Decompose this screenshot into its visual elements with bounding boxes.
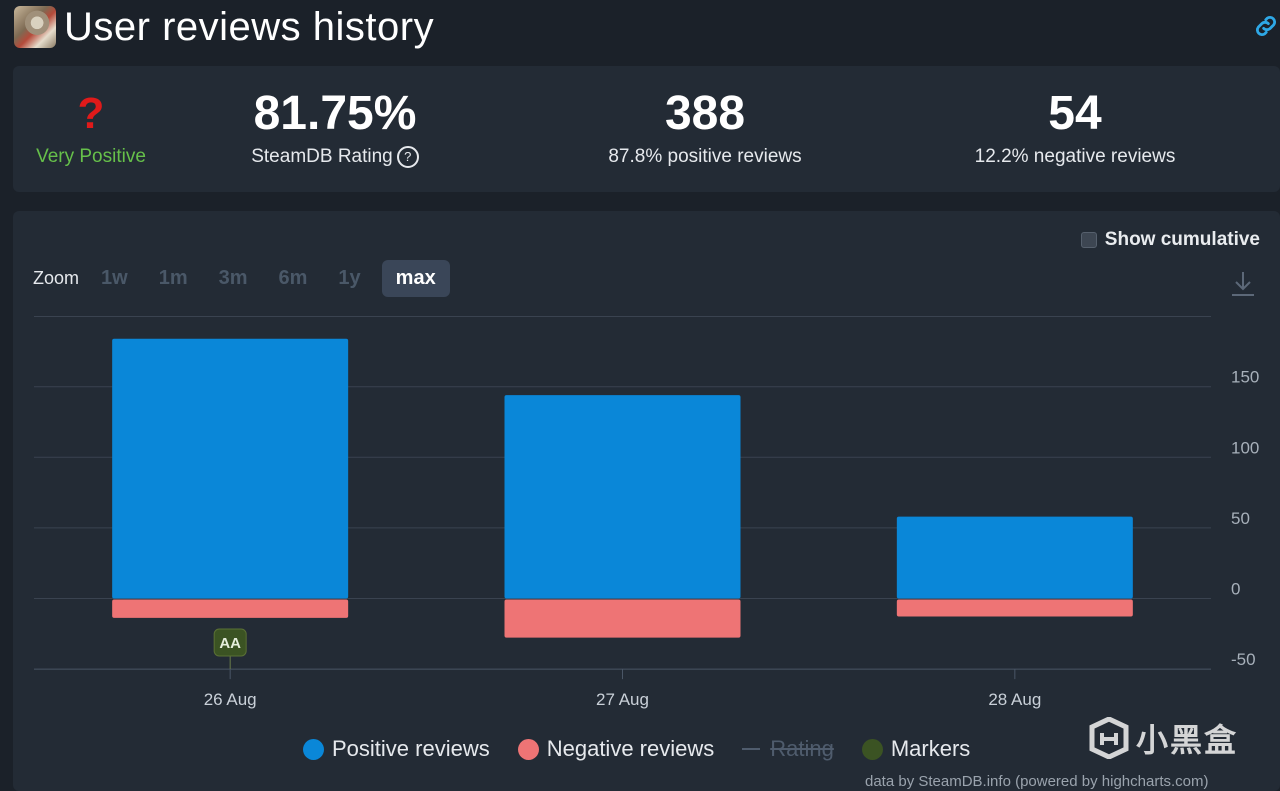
legend-rating[interactable]: Rating bbox=[742, 736, 834, 762]
question-mark-icon: ? bbox=[77, 89, 105, 138]
chart-card: Show cumulative Zoom 1w 1m 3m 6m 1y max … bbox=[13, 211, 1280, 791]
zoom-label: Zoom bbox=[33, 267, 80, 288]
negative-bar bbox=[504, 599, 741, 638]
legend-markers-label: Markers bbox=[890, 736, 971, 761]
marker-badge bbox=[213, 628, 247, 657]
y-tick-label: -50 bbox=[1231, 650, 1256, 669]
negative-bar bbox=[112, 599, 349, 618]
positive-bar bbox=[504, 395, 741, 599]
download-icon[interactable] bbox=[1230, 269, 1256, 299]
y-tick-label: 50 bbox=[1231, 509, 1250, 528]
positive-count: 388 bbox=[664, 87, 746, 140]
reviews-chart: 150 100 50 0 -50 26 Aug AA 27 Aug 28 Aug bbox=[34, 316, 1259, 709]
watermark-text: 小黑盒 bbox=[1136, 722, 1239, 758]
zoom-6m-button[interactable]: 6m bbox=[278, 266, 308, 289]
legend-positive-label: Positive reviews bbox=[332, 736, 490, 761]
help-icon[interactable]: ? bbox=[396, 146, 419, 168]
zoom-1m-button[interactable]: 1m bbox=[158, 266, 188, 289]
page-title: User reviews history bbox=[64, 4, 435, 49]
positive-bar bbox=[896, 516, 1133, 599]
y-tick-label: 150 bbox=[1231, 368, 1259, 387]
summary-card: ? Very Positive 81.75% SteamDB Rating? 3… bbox=[13, 66, 1280, 192]
link-icon[interactable] bbox=[1252, 12, 1280, 40]
negative-dot-icon bbox=[517, 738, 539, 760]
heybox-logo-icon bbox=[1089, 717, 1129, 759]
legend-negative[interactable]: Negative reviews bbox=[517, 736, 715, 762]
legend-positive[interactable]: Positive reviews bbox=[303, 736, 490, 762]
negative-count: 54 bbox=[1048, 87, 1102, 140]
rating-line-icon bbox=[742, 748, 761, 750]
score-label: SteamDB Rating bbox=[251, 146, 393, 167]
y-tick-label: 100 bbox=[1231, 438, 1259, 457]
chart-credits[interactable]: data by SteamDB.info (powered by highcha… bbox=[865, 773, 1209, 790]
positive-stat: 388 87.8% positive reviews bbox=[585, 88, 825, 168]
positive-label: 87.8% positive reviews bbox=[608, 146, 802, 167]
legend-rating-label: Rating bbox=[770, 736, 834, 761]
negative-label: 12.2% negative reviews bbox=[974, 146, 1176, 167]
x-tick-label: 28 Aug bbox=[988, 690, 1041, 709]
score-value: 81.75% bbox=[253, 87, 417, 140]
x-tick-label: 27 Aug bbox=[596, 690, 649, 709]
chart-legend: Positive reviews Negative reviews Rating… bbox=[303, 736, 998, 762]
negative-stat: 54 12.2% negative reviews bbox=[955, 88, 1195, 168]
score-stat: 81.75% SteamDB Rating? bbox=[235, 88, 435, 168]
zoom-1w-button[interactable]: 1w bbox=[101, 266, 128, 289]
x-tick-label: 26 Aug bbox=[204, 690, 257, 709]
cumulative-label: Show cumulative bbox=[1104, 229, 1260, 250]
show-cumulative-toggle[interactable]: Show cumulative bbox=[1080, 229, 1260, 251]
page-header: User reviews history bbox=[14, 4, 434, 50]
zoom-row: Zoom 1w 1m 3m 6m 1y max bbox=[33, 258, 481, 298]
rating-stat: ? Very Positive bbox=[21, 88, 161, 168]
marker-label: AA bbox=[219, 635, 241, 652]
positive-dot-icon bbox=[303, 738, 324, 760]
positive-bar bbox=[112, 338, 349, 599]
rating-label: Very Positive bbox=[36, 146, 146, 167]
zoom-1y-button[interactable]: 1y bbox=[338, 266, 361, 289]
watermark: 小黑盒 bbox=[1088, 715, 1238, 761]
zoom-3m-button[interactable]: 3m bbox=[218, 266, 248, 289]
y-tick-label: 0 bbox=[1231, 580, 1240, 599]
score-label-row: SteamDB Rating? bbox=[235, 146, 435, 168]
zoom-max-button[interactable]: max bbox=[381, 259, 450, 297]
legend-negative-label: Negative reviews bbox=[546, 736, 715, 761]
cumulative-checkbox[interactable] bbox=[1080, 232, 1097, 248]
legend-markers[interactable]: Markers bbox=[861, 736, 971, 762]
negative-bar bbox=[896, 599, 1133, 617]
game-icon bbox=[14, 6, 56, 48]
markers-dot-icon bbox=[861, 738, 883, 760]
